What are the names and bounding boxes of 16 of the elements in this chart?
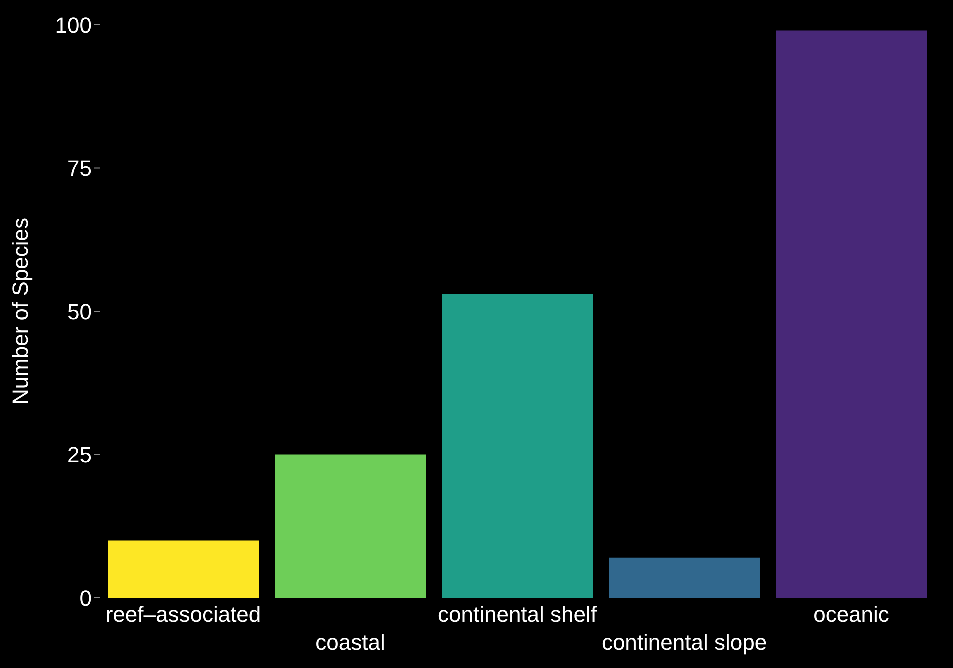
bar (108, 540, 259, 598)
bar (609, 558, 760, 598)
y-axis-title: Number of Species (8, 218, 33, 406)
x-tick-label: coastal (316, 630, 386, 655)
x-tick-label: reef–associated (106, 602, 262, 627)
y-tick-label: 50 (68, 299, 92, 324)
y-tick-label: 75 (68, 156, 92, 182)
bar (275, 454, 426, 598)
bar (776, 30, 927, 598)
x-tick-label: continental slope (602, 630, 768, 655)
x-tick-label: oceanic (814, 602, 890, 627)
y-tick-label: 0 (80, 586, 92, 611)
x-tick-label: continental shelf (438, 602, 598, 627)
bar (442, 294, 593, 598)
y-tick-label: 25 (68, 442, 92, 468)
y-tick-label: 100 (55, 12, 92, 38)
